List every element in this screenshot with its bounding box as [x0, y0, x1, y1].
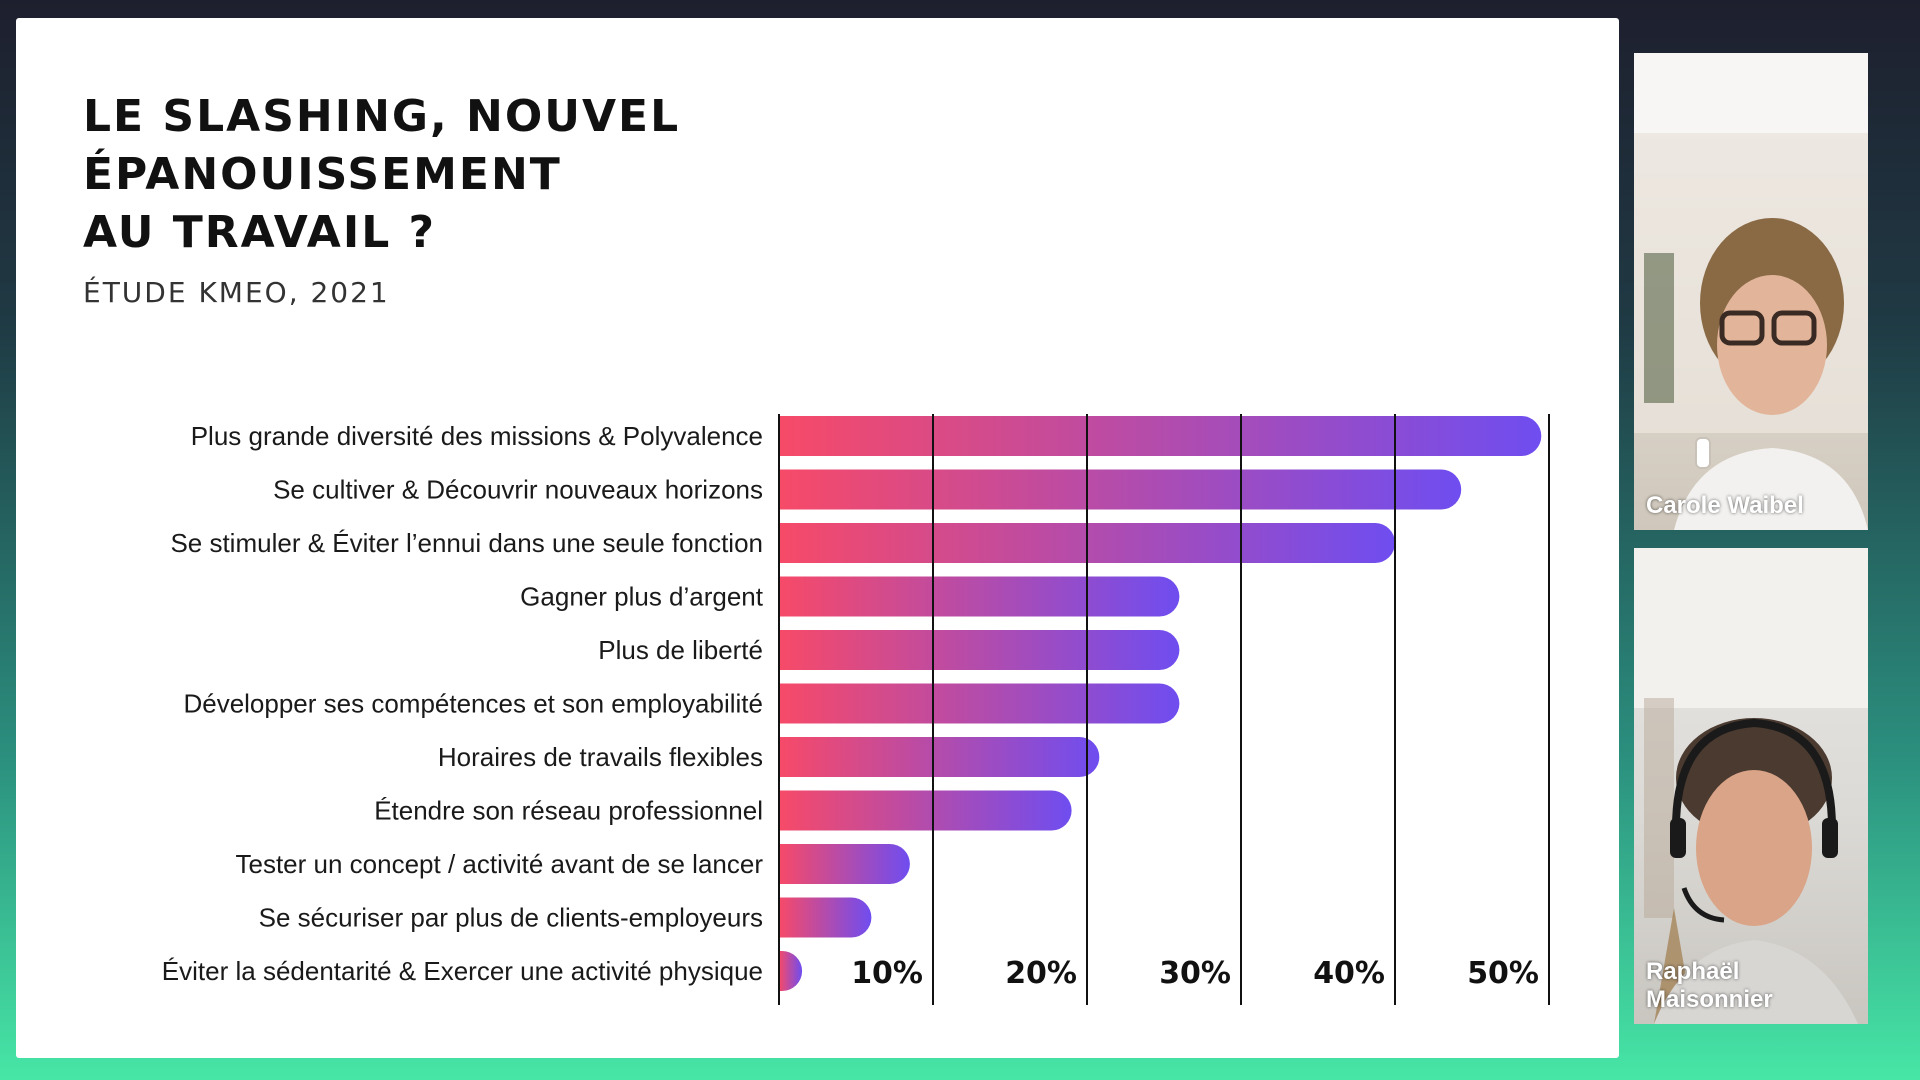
bar-label: Se cultiver & Découvrir nouveaux horizon…: [273, 475, 763, 505]
x-tick-label: 30%: [1159, 956, 1231, 991]
bar: [779, 416, 1542, 456]
x-tick-label: 40%: [1313, 956, 1385, 991]
video-tile-carole[interactable]: Carole Waibel: [1634, 53, 1868, 530]
x-tick-label: 20%: [1005, 956, 1077, 991]
bar: [779, 630, 1180, 670]
presentation-slide: LE SLASHING, NOUVEL ÉPANOUISSEMENT AU TR…: [16, 18, 1619, 1058]
participant-name: Carole Waibel: [1646, 492, 1804, 519]
bar: [779, 897, 872, 938]
bar-label: Plus grande diversité des missions & Pol…: [191, 421, 763, 451]
bar: [779, 844, 910, 884]
bar: [779, 576, 1180, 617]
bar-label: Étendre son réseau professionnel: [374, 796, 763, 826]
slide-title-line: LE SLASHING, NOUVEL: [83, 91, 681, 142]
participant-avatar: [1634, 53, 1868, 530]
slide-subtitle: ÉTUDE KMEO, 2021: [83, 276, 390, 309]
slide-title-line: AU TRAVAIL ?: [83, 207, 437, 258]
bar-label: Gagner plus d’argent: [520, 582, 764, 612]
bar: [779, 737, 1100, 777]
bar-label: Développer ses compétences et son employ…: [183, 689, 763, 719]
horizontal-bar-chart: Plus grande diversité des missions & Pol…: [162, 414, 1550, 1005]
bar-label: Tester un concept / activité avant de se…: [235, 849, 763, 879]
bar: [779, 469, 1462, 510]
participant-name: Raphaël Maisonnier: [1646, 958, 1773, 1013]
bar: [779, 683, 1180, 724]
bar-label: Plus de liberté: [598, 635, 763, 665]
bar-label: Se sécuriser par plus de clients-employe…: [259, 903, 763, 933]
bar-label: Éviter la sédentarité & Exercer une acti…: [162, 956, 763, 986]
slide-title-line: ÉPANOUISSEMENT: [83, 149, 562, 200]
bar: [779, 790, 1072, 831]
participant-avatar: [1634, 548, 1868, 1024]
bar: [779, 951, 803, 991]
x-tick-label: 10%: [851, 956, 923, 991]
x-tick-label: 50%: [1467, 956, 1539, 991]
slide-title: LE SLASHING, NOUVEL ÉPANOUISSEMENT AU TR…: [83, 88, 680, 262]
video-tile-raphael[interactable]: Raphaël Maisonnier: [1634, 548, 1868, 1024]
bar-label: Se stimuler & Éviter l’ennui dans une se…: [170, 528, 763, 558]
bar-label: Horaires de travails flexibles: [438, 742, 763, 772]
